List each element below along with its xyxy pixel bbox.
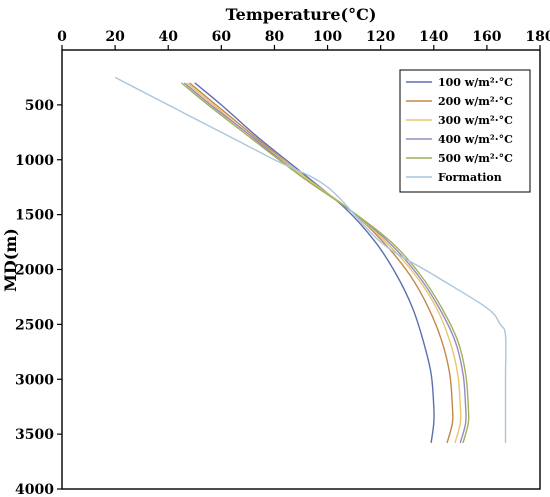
y-tick-label: 2500	[15, 317, 54, 333]
x-tick-label: 100	[313, 29, 342, 45]
x-axis-title: Temperature(°C)	[226, 5, 377, 24]
x-tick-label: 160	[472, 29, 501, 45]
legend-label: 100 w/m²·°C	[438, 76, 513, 89]
y-tick-label: 3500	[15, 427, 54, 443]
y-axis-title: MD(m)	[1, 228, 20, 292]
series-line	[181, 82, 470, 444]
plot-frame	[61, 49, 541, 490]
x-tick-label: 140	[419, 29, 448, 45]
legend-label: 200 w/m²·°C	[438, 95, 513, 108]
y-tick-label: 2000	[15, 263, 54, 279]
series-lines	[114, 76, 507, 444]
x-tick-label: 80	[265, 29, 285, 45]
legend-label: 500 w/m²·°C	[438, 152, 513, 165]
y-tick-label: 1500	[15, 208, 54, 224]
x-tick-label: 20	[105, 29, 125, 45]
y-tick-label: 1000	[15, 153, 54, 169]
y-tick-label: 500	[25, 98, 54, 114]
legend-label: Formation	[438, 171, 502, 184]
legend-box	[399, 69, 531, 193]
y-tick-label: 4000	[15, 482, 54, 497]
series-line	[194, 82, 435, 444]
series-line	[183, 82, 467, 444]
axis-ticks: 0 20 40 60 80 100 120 140 160 180 500 1000 1500 2000 2…	[15, 29, 550, 497]
x-tick-label: 0	[57, 29, 67, 45]
y-tick-label: 3000	[15, 372, 54, 388]
x-tick-label: 40	[158, 29, 178, 45]
x-tick-label: 120	[366, 29, 395, 45]
x-tick-label: 180	[525, 29, 550, 45]
legend-label: 400 w/m²·°C	[438, 133, 513, 146]
series-line	[189, 82, 454, 444]
x-tick-label: 60	[212, 29, 232, 45]
series-line	[114, 76, 507, 443]
legend-label: 300 w/m²·°C	[438, 114, 513, 127]
legend: 100 w/m²·°C 200 w/m²·°C 300 w/m²·°C 400 w/m…	[399, 69, 531, 193]
